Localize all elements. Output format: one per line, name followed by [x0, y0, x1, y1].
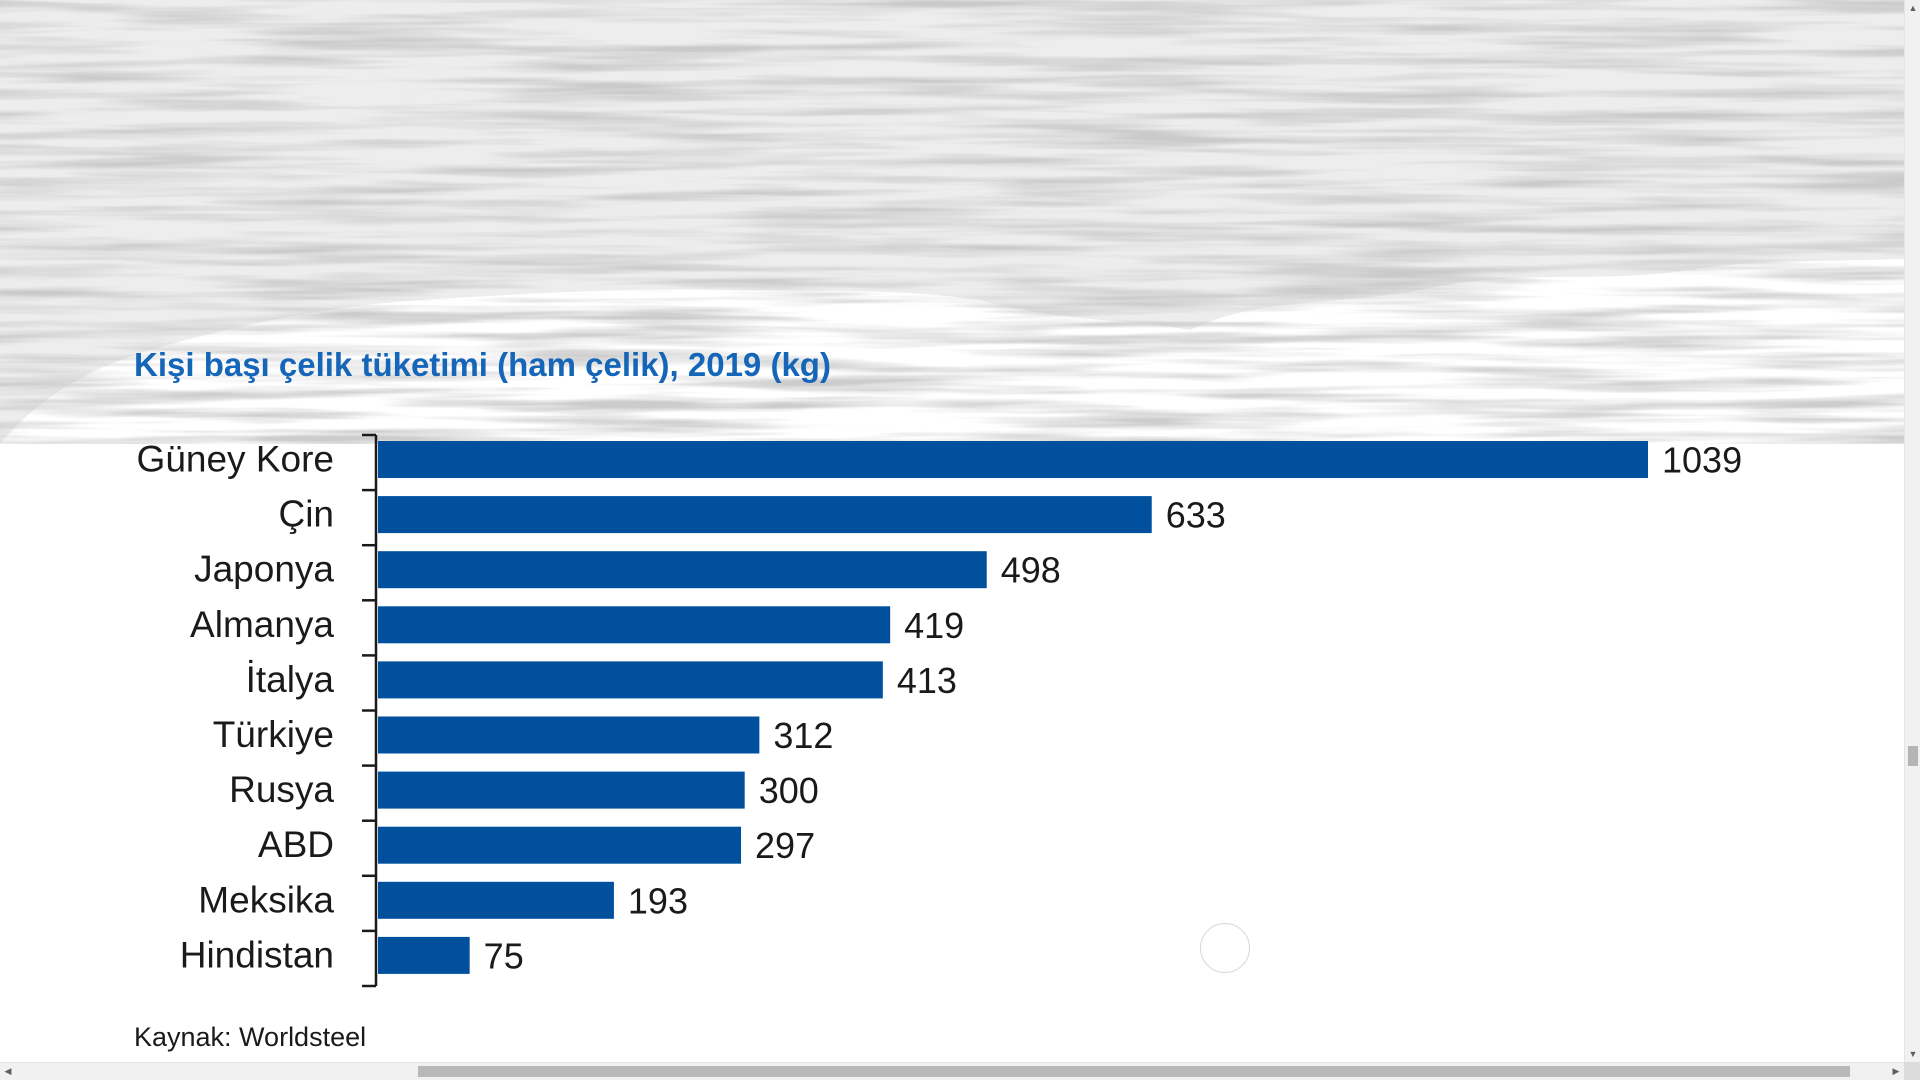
bar	[378, 936, 470, 974]
category-label: İtalya	[246, 659, 335, 700]
scroll-left-icon[interactable]: ◀	[4, 1066, 12, 1076]
scroll-down-icon[interactable]: ▼	[1908, 1049, 1918, 1059]
category-label: Hindistan	[180, 934, 334, 975]
bar-chart: Güney Kore 1039 Çin 633 Japonya 498 Almanya 419…	[137, 433, 1742, 988]
value-label: 419	[904, 605, 964, 646]
bar	[378, 441, 1648, 478]
scrollbar-corner	[1904, 1062, 1920, 1080]
document-viewport: Kişi başı çelik tüketimi (ham çelik), 20…	[0, 0, 1904, 1052]
bar	[378, 661, 883, 699]
horizontal-scroll-thumb[interactable]	[418, 1066, 1850, 1077]
bar	[378, 551, 987, 589]
category-label: Japonya	[194, 549, 334, 590]
category-label: ABD	[258, 824, 334, 865]
category-label: Güney Kore	[137, 439, 334, 480]
scroll-right-icon[interactable]: ▶	[1892, 1066, 1900, 1076]
bar	[378, 826, 742, 864]
vertical-scroll-thumb[interactable]	[1908, 746, 1918, 766]
value-label: 413	[897, 660, 957, 701]
bar	[378, 881, 614, 919]
chart-title: Kişi başı çelik tüketimi (ham çelik), 20…	[134, 346, 831, 383]
horizontal-scrollbar[interactable]: ◀ ▶	[0, 1062, 1904, 1080]
category-label: Almanya	[190, 604, 334, 645]
bar	[378, 606, 891, 644]
value-label: 297	[755, 825, 815, 866]
vertical-scrollbar[interactable]: ▲ ▼	[1904, 0, 1920, 1062]
value-label: 312	[773, 715, 833, 756]
category-label: Meksika	[198, 879, 334, 920]
value-label: 633	[1166, 495, 1226, 536]
value-label: 498	[1001, 550, 1061, 591]
value-label: 1039	[1662, 440, 1742, 481]
decorative-texture-header	[0, 0, 1904, 444]
value-label: 300	[759, 770, 819, 811]
loading-indicator	[1200, 923, 1250, 973]
value-label: 75	[484, 935, 524, 976]
bar	[378, 771, 745, 809]
category-label: Türkiye	[213, 714, 334, 755]
value-label: 193	[628, 880, 688, 921]
category-label: Çin	[278, 494, 334, 535]
scroll-up-icon[interactable]: ▲	[1908, 3, 1918, 13]
bar	[378, 716, 760, 754]
category-label: Rusya	[229, 769, 334, 810]
bar	[378, 496, 1152, 534]
source-note: Kaynak: Worldsteel	[134, 1022, 367, 1052]
